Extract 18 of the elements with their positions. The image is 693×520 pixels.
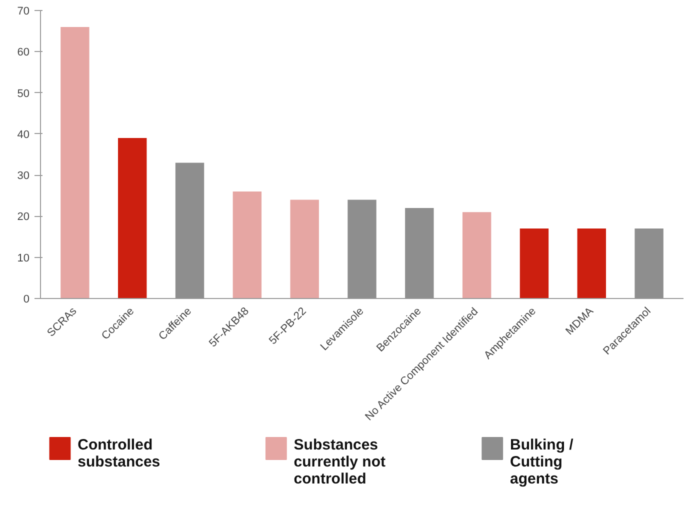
y-tick-label: 0 — [23, 294, 30, 306]
y-tick-label: 50 — [17, 88, 30, 100]
bar — [290, 200, 319, 298]
y-tick-label: 60 — [17, 46, 30, 59]
y-tick-label: 10 — [17, 252, 30, 264]
bar — [118, 138, 147, 298]
bar — [232, 192, 262, 298]
bar — [520, 228, 549, 298]
y-tick-label: 20 — [17, 211, 30, 224]
bar — [60, 26, 90, 298]
legend-label: Controlled substances — [78, 436, 160, 470]
y-tick-label: 70 — [17, 6, 30, 18]
y-tick-label: 30 — [17, 170, 30, 182]
legend-label: Bulking / Cutting agents — [510, 436, 574, 488]
y-tick-label: 40 — [17, 128, 30, 141]
legend-label: Substances currently not controlled — [294, 436, 386, 488]
bar — [577, 228, 606, 298]
bar — [462, 212, 492, 298]
